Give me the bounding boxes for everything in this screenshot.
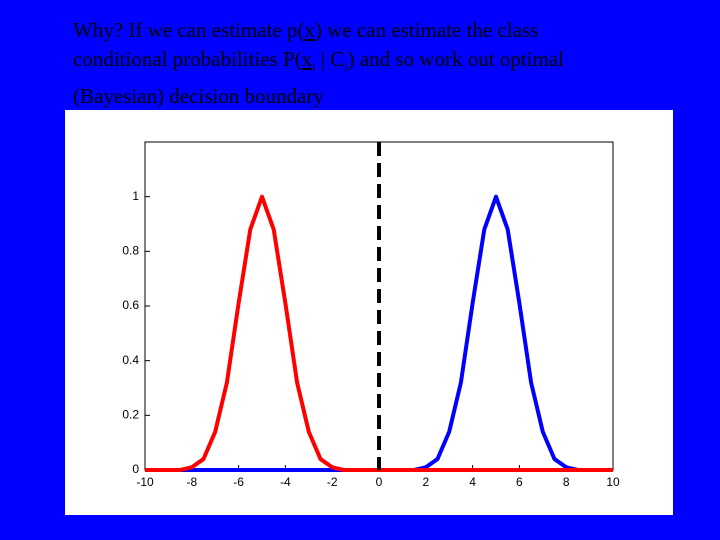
y-tick-label: 0.8: [122, 244, 139, 258]
text: Why? If we can estimate p(: [73, 18, 305, 42]
text: x: [301, 47, 313, 71]
text: ) and so work out optimal: [347, 47, 564, 71]
y-tick-label: 0.6: [122, 298, 139, 312]
text: | C: [315, 47, 345, 71]
x-tick-label: -6: [233, 475, 244, 489]
x-tick-label: 4: [469, 475, 476, 489]
y-tick-label: 0.2: [122, 408, 139, 422]
y-tick-label: 0.4: [122, 353, 139, 367]
text: i: [312, 60, 316, 75]
x-tick-label: -10: [136, 475, 154, 489]
figure-background: [65, 110, 673, 515]
x-tick-label: 8: [563, 475, 570, 489]
series-line: [145, 194, 613, 472]
text: ) we can estimate the class: [314, 18, 539, 42]
text: x: [304, 18, 315, 42]
x-tick-label: 0: [376, 475, 383, 489]
title-line: Why? If we can estimate p(x) we can esti…: [73, 16, 564, 45]
text: i: [344, 60, 348, 75]
x-tick-label: -2: [327, 475, 338, 489]
text: (Bayesian) decision boundary: [73, 84, 324, 109]
x-tick-label: -4: [280, 475, 291, 489]
x-tick-label: -8: [186, 475, 197, 489]
slide-title: Why? If we can estimate p(x) we can esti…: [73, 16, 564, 111]
x-tick-label: 6: [516, 475, 523, 489]
title-line: (Bayesian) decision boundary: [73, 82, 564, 111]
x-tick-label: 10: [606, 475, 620, 489]
x-tick-label: 2: [422, 475, 429, 489]
y-tick-label: 1: [132, 189, 139, 203]
title-line: conditional probabilities P(xi | Ci) and…: [73, 45, 564, 82]
y-tick-label: 0: [132, 462, 139, 476]
text: conditional probabilities P(: [73, 47, 302, 71]
